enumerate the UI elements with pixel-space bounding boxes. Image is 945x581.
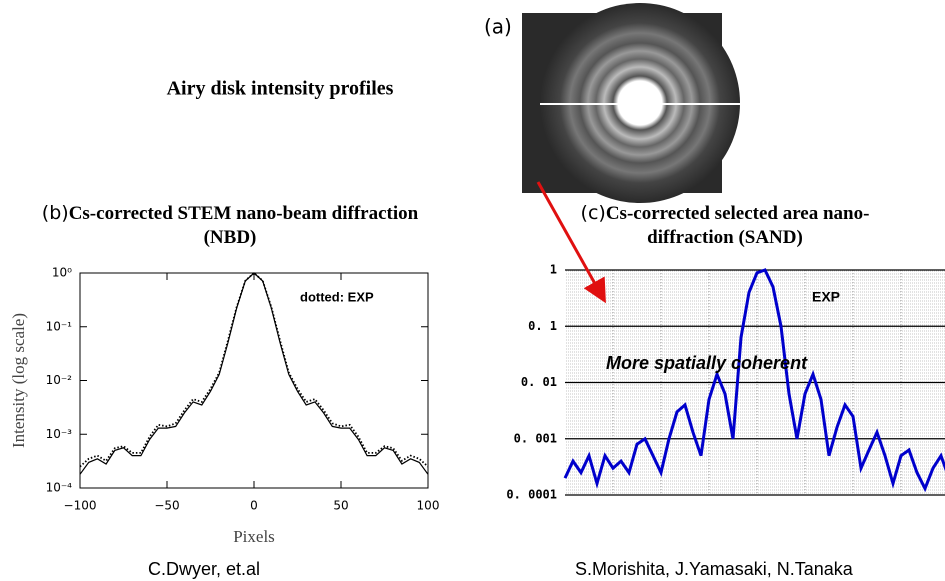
- series-line: [563, 268, 945, 493]
- panel-label: (a): [484, 15, 512, 39]
- x-axis-label: Pixels: [233, 527, 275, 546]
- series-line: [79, 272, 429, 475]
- x-tick-label: −100: [64, 499, 97, 513]
- chart-title: (b)Cs-corrected STEM nano-beam diffracti…: [30, 201, 430, 250]
- x-tick-label: 0: [250, 499, 258, 513]
- slide-title: Airy disk intensity profiles: [167, 78, 394, 100]
- annotation: More spatially coherent: [606, 353, 808, 373]
- annotation: dotted: EXP: [300, 289, 374, 304]
- y-tick-label: 0. 1: [528, 319, 557, 333]
- y-tick-label: 10⁻¹: [46, 319, 73, 333]
- y-tick-label: 10⁻²: [46, 373, 73, 387]
- y-axis-label: Intensity (log scale): [9, 313, 28, 448]
- panel-label: (c): [580, 202, 606, 224]
- credit: C.Dwyer, et.al: [148, 559, 260, 579]
- x-tick-label: 50: [333, 499, 348, 513]
- panel-label: (b): [41, 202, 69, 224]
- arrow: [536, 181, 606, 304]
- y-tick-label: 10⁻³: [46, 427, 73, 441]
- y-tick-label: 1: [550, 263, 557, 277]
- airy-image: [522, 3, 745, 203]
- y-tick-label: 10⁰: [52, 266, 72, 280]
- y-tick-label: 0. 001: [514, 431, 557, 445]
- y-tick-label: 10⁻⁴: [46, 481, 73, 495]
- credit: S.Morishita, J.Yamasaki, N.Tanaka: [575, 559, 854, 579]
- y-tick-label: 0. 01: [521, 375, 557, 389]
- series-line: [79, 271, 429, 468]
- chart-title: (c)Cs-corrected selected area nano-diffr…: [560, 201, 890, 250]
- x-tick-label: −50: [154, 499, 179, 513]
- title-text: Cs-corrected STEM nano-beam diffraction …: [68, 203, 419, 248]
- plots: 10⁻⁴ 10⁻³ 10⁻² 10⁻¹ 10⁰ −100 −50 0 50 100 Pixels In…: [9, 263, 945, 546]
- annotation: EXP: [812, 289, 840, 305]
- y-tick-label: 0. 0001: [506, 488, 557, 502]
- x-tick-label: 100: [417, 499, 440, 513]
- title-text: Cs-corrected selected area nano-diffract…: [605, 203, 870, 248]
